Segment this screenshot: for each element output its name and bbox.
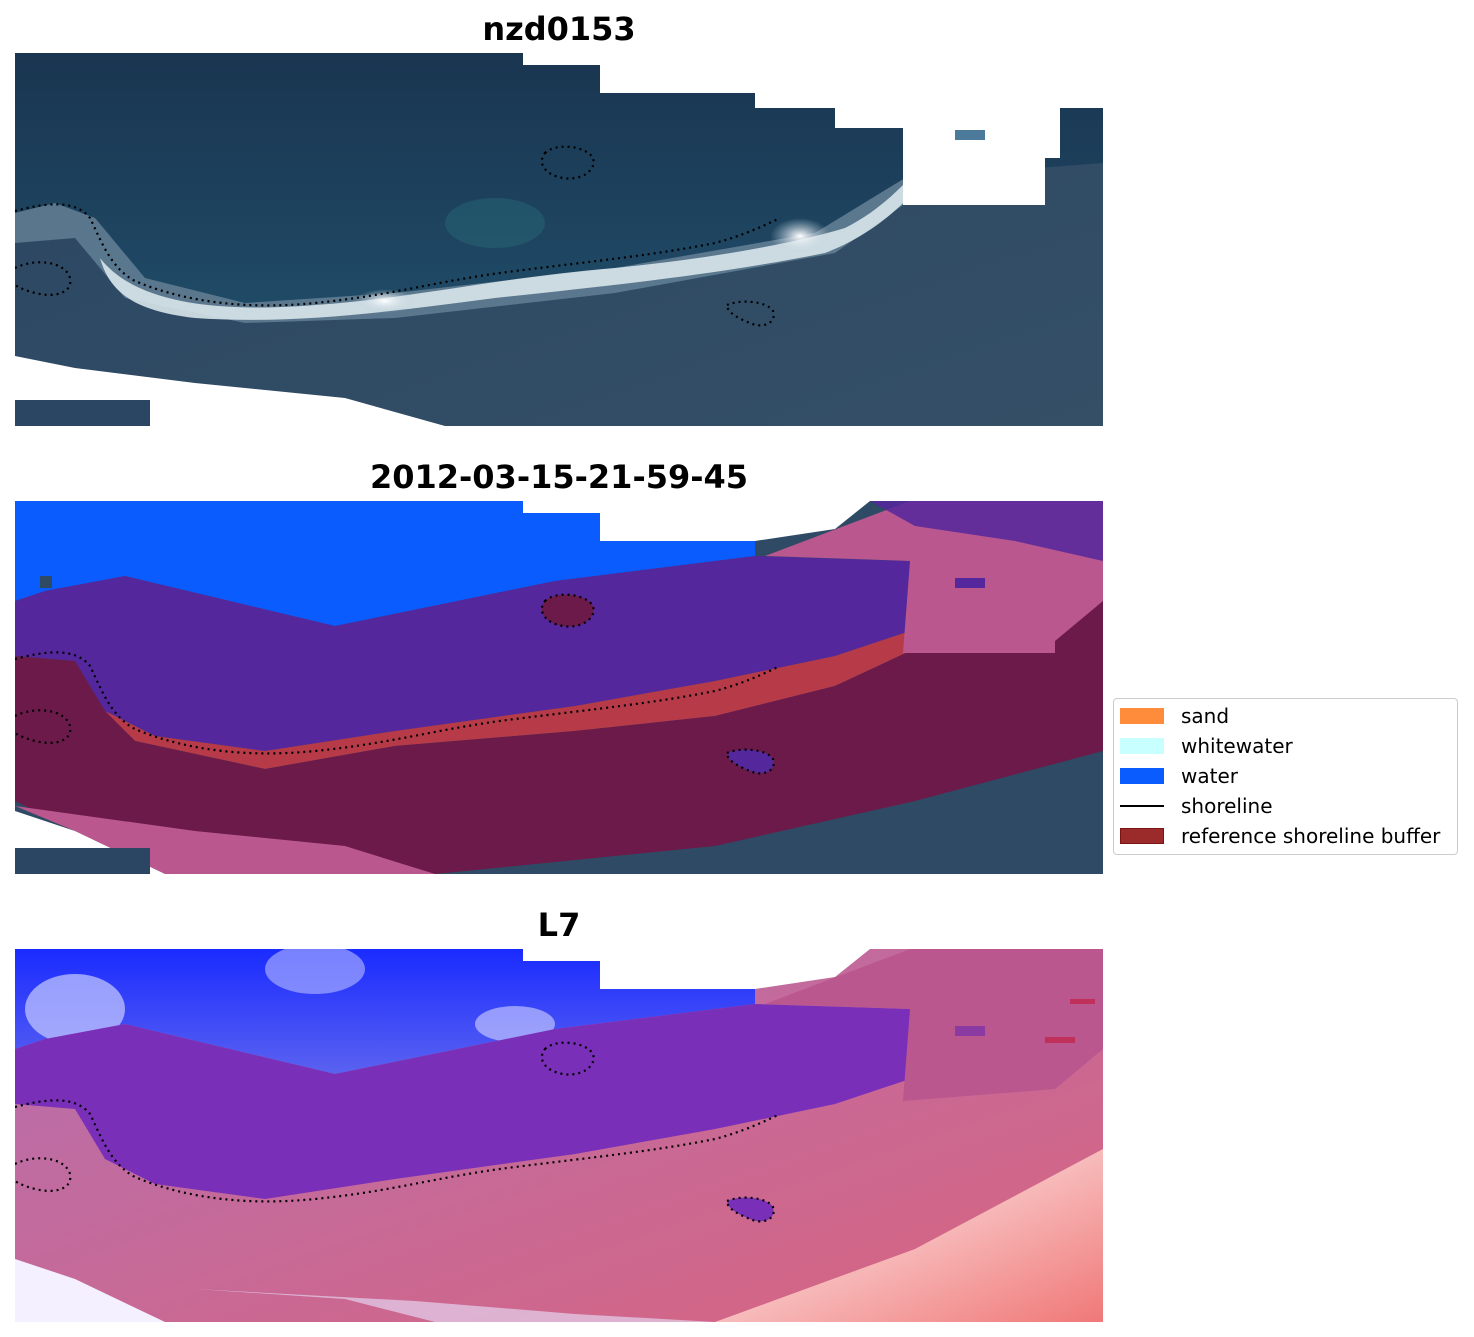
water-class bbox=[15, 501, 755, 626]
sand-buffer-red bbox=[105, 631, 910, 769]
legend-item-shoreline: shoreline bbox=[1120, 793, 1273, 819]
classification-image bbox=[15, 501, 1103, 874]
legend-label-reference-buffer: reference shoreline buffer bbox=[1181, 824, 1441, 848]
no-data-top bbox=[523, 501, 755, 541]
index-pale-land bbox=[715, 1149, 1103, 1322]
index-image bbox=[15, 949, 1103, 1322]
legend-swatch-shoreline bbox=[1120, 805, 1164, 807]
no-data-top bbox=[523, 949, 755, 989]
index-panel bbox=[15, 949, 1103, 1322]
legend-label-whitewater: whitewater bbox=[1181, 734, 1293, 758]
panel-title-rgb: nzd0153 bbox=[482, 10, 636, 48]
rgb-image bbox=[15, 53, 1103, 426]
legend-label-sand: sand bbox=[1181, 704, 1230, 728]
legend-label-water: water bbox=[1181, 764, 1238, 788]
panel-title-satellite: L7 bbox=[537, 906, 581, 944]
lagoon-class bbox=[15, 556, 910, 751]
panel-title-date: 2012-03-15-21-59-45 bbox=[369, 458, 749, 496]
classification-panel bbox=[15, 501, 1103, 874]
legend-item-reference-buffer: reference shoreline buffer bbox=[1120, 823, 1440, 849]
lagoon-water bbox=[15, 53, 1103, 303]
legend-item-sand: sand bbox=[1120, 703, 1229, 729]
legend-label-shoreline: shoreline bbox=[1181, 794, 1273, 818]
index-lagoon bbox=[15, 1004, 910, 1199]
legend-item-water: water bbox=[1120, 763, 1238, 789]
legend-swatch-whitewater bbox=[1120, 738, 1164, 754]
reference-buffer-class bbox=[15, 601, 1103, 874]
rgb-image-panel bbox=[15, 53, 1103, 426]
no-data-top bbox=[523, 53, 1103, 205]
legend-item-whitewater: whitewater bbox=[1120, 733, 1293, 759]
legend: sand whitewater water shoreline referenc… bbox=[1113, 698, 1458, 855]
white-sand-strip bbox=[100, 183, 915, 320]
legend-swatch-sand bbox=[1120, 708, 1164, 724]
legend-swatch-water bbox=[1120, 768, 1164, 784]
index-water bbox=[15, 949, 755, 1074]
legend-swatch-reference-buffer bbox=[1120, 828, 1164, 844]
